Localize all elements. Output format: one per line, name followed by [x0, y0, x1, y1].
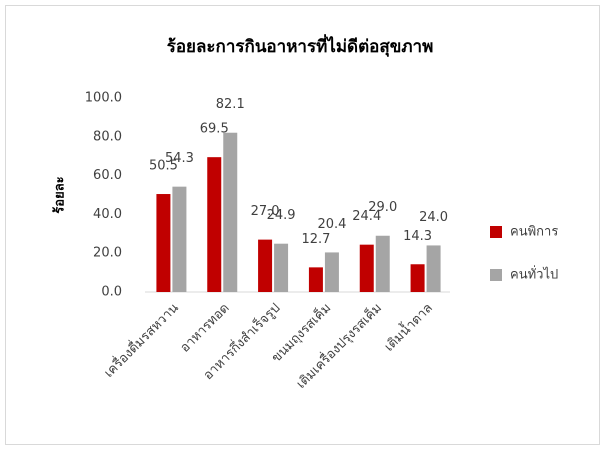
legend-swatch: [490, 226, 502, 238]
y-tick-label: 100.0: [85, 91, 122, 106]
value-label: 69.5: [200, 122, 229, 137]
legend-swatch: [490, 269, 502, 281]
value-label: 29.0: [368, 200, 397, 215]
bar: [258, 239, 273, 292]
value-label: 12.7: [301, 232, 330, 247]
bar: [223, 132, 238, 292]
y-tick-label: 20.0: [93, 246, 122, 261]
value-label: 20.4: [317, 217, 346, 232]
bar: [274, 243, 289, 292]
chart-title: ร้อยละการกินอาหารที่ไม่ดีต่อสุขภาพ: [167, 34, 434, 57]
bar: [426, 245, 441, 292]
value-label: 24.4: [352, 209, 381, 224]
legend-label: คนพิการ: [510, 225, 558, 240]
value-label: 50.5: [149, 159, 178, 174]
bar: [324, 252, 339, 292]
value-label: 82.1: [216, 97, 245, 112]
value-label: 27.0: [251, 204, 280, 219]
bar: [172, 186, 187, 292]
bar: [359, 244, 374, 292]
legend-label: คนทั่วไป: [510, 266, 558, 283]
y-tick-label: 60.0: [93, 168, 122, 183]
bar: [308, 267, 323, 292]
value-label: 54.3: [165, 151, 194, 166]
chart-border: [5, 5, 600, 445]
value-label: 14.3: [403, 229, 432, 244]
y-axis-label: ร้อยละ: [52, 176, 68, 213]
value-label: 24.9: [267, 208, 296, 223]
bar: [156, 194, 171, 292]
y-tick-label: 0.0: [101, 285, 122, 300]
bar: [375, 235, 390, 292]
y-tick-label: 80.0: [93, 129, 122, 144]
value-label: 24.0: [419, 210, 448, 225]
y-tick-label: 40.0: [93, 207, 122, 222]
bar: [410, 264, 425, 292]
bar: [207, 157, 222, 292]
